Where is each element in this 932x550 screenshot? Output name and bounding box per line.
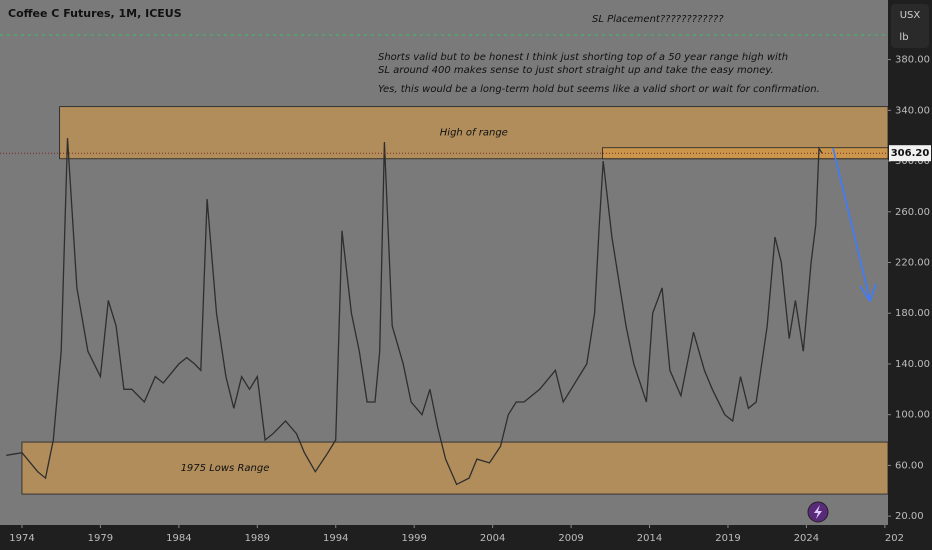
last-price-label: 306.20 [891, 148, 930, 159]
x-tick-label: 2014 [637, 533, 662, 544]
price-line [6, 138, 823, 486]
y-tick-label: 340.00 [895, 105, 930, 116]
range-zone [21, 441, 889, 495]
x-tick-label: 2024 [794, 533, 819, 544]
y-tick-label: 180.00 [895, 308, 930, 319]
last-price-box [889, 145, 931, 162]
y-tick-label: 260.00 [895, 207, 930, 218]
chart-title: Coffee C Futures, 1M, ICEUS [8, 7, 182, 20]
x-tick-label: 1979 [88, 533, 113, 544]
x-tick-label: 1984 [166, 533, 191, 544]
plot: High of range 1975 Lows Range [0, 106, 889, 495]
y-tick-label: 140.00 [895, 359, 930, 370]
note-line: SL around 400 makes sense to just short … [378, 65, 774, 76]
y-tick-label: 100.00 [895, 410, 930, 421]
note-line: Shorts valid but to be honest I think ju… [378, 52, 788, 63]
x-tick-label: 2004 [480, 533, 505, 544]
lightning-icon [814, 505, 822, 519]
x-tick-label: 1994 [323, 533, 348, 544]
y-tick-label: 60.00 [895, 460, 924, 471]
x-tick-label: 1999 [401, 533, 426, 544]
zone-label: High of range [440, 128, 508, 139]
price-axis [888, 0, 932, 550]
y-tick-label: 380.00 [895, 55, 930, 66]
zone-label: 1975 Lows Range [181, 463, 270, 474]
note-line: Yes, this would be a long-term hold but … [378, 84, 820, 95]
currency: USX [900, 10, 921, 21]
heading-note: SL Placement???????????? [592, 14, 724, 25]
x-tick-label: 202 [885, 533, 904, 544]
y-tick-label: 300.00 [895, 156, 930, 167]
x-tick-label: 1989 [245, 533, 270, 544]
y-tick-label: 20.00 [895, 511, 924, 522]
plot-background [0, 0, 888, 525]
arrow [832, 147, 877, 303]
unit: lb [899, 32, 908, 43]
y-tick-label: 220.00 [895, 258, 930, 269]
x-tick-label: 1974 [9, 533, 34, 544]
x-tick-label: 2009 [558, 533, 583, 544]
unit-box[interactable] [891, 4, 929, 48]
x-tick-label: 2019 [715, 533, 740, 544]
time-axis [0, 525, 888, 550]
